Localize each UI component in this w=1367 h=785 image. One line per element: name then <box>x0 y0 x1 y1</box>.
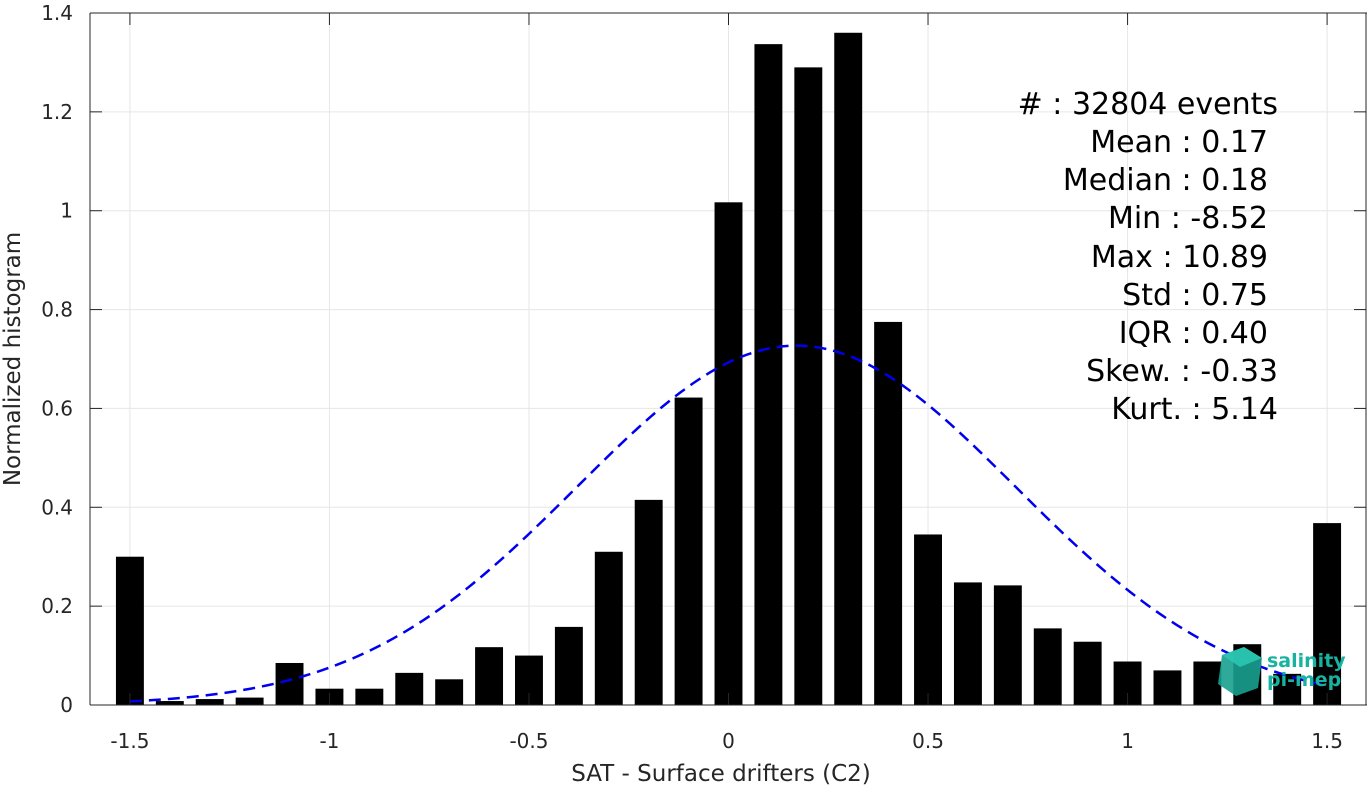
y-tick-labels: 0 0.2 0.4 0.6 0.8 1 1.2 1.4 <box>41 1 73 717</box>
y-tick-label: 1.2 <box>41 100 73 124</box>
x-tick-labels: -1.5 -1 -0.5 0 0.5 1 1.5 <box>110 729 1343 753</box>
histogram-bar <box>674 397 703 705</box>
x-tick-label: -0.5 <box>509 729 548 753</box>
logo-cube-face-icon <box>1222 647 1262 667</box>
x-tick-label: -1.5 <box>110 729 149 753</box>
stats-skew: Skew. : -0.33 <box>1086 354 1278 389</box>
histogram-bar <box>754 44 783 705</box>
histogram-bar <box>554 626 583 705</box>
stats-count: # : 32804 events <box>1018 87 1278 122</box>
histogram-bar <box>1033 628 1062 705</box>
histogram-bar <box>355 688 384 705</box>
histogram-bar <box>235 697 264 705</box>
stats-mean: Mean : 0.17 <box>1090 125 1268 160</box>
y-tick-label: 0.8 <box>41 298 73 322</box>
histogram-bar <box>435 679 464 705</box>
x-tick-label: -1 <box>319 729 339 753</box>
histogram-bar <box>1073 641 1102 705</box>
y-tick-label: 0 <box>60 693 73 717</box>
y-tick-label: 0.6 <box>41 396 73 420</box>
histogram-bar <box>714 202 743 705</box>
gaussian-fit-curve <box>129 344 1328 703</box>
y-axis-label: Normalized histogram <box>0 232 26 486</box>
histogram-bar <box>634 499 663 705</box>
y-tick-label: 1 <box>60 199 73 223</box>
logo-text-salinity: salinity <box>1267 650 1346 672</box>
stats-median: Median : 0.18 <box>1063 163 1268 198</box>
x-tick-label: 1.5 <box>1311 729 1343 753</box>
logo-text-pimep: pi-mep <box>1267 669 1341 691</box>
histogram-bar <box>993 585 1022 705</box>
histogram-bar <box>195 699 224 705</box>
stats-max: Max : 10.89 <box>1091 240 1268 275</box>
axes-frame <box>89 12 1367 706</box>
histogram-bar <box>594 551 623 705</box>
stats-annotation-block: # : 32804 events Mean : 0.17 Median : 0.… <box>1018 87 1278 427</box>
x-tick-label: 0 <box>722 729 735 753</box>
stats-iqr: IQR : 0.40 <box>1119 316 1268 351</box>
y-tick-label: 0.4 <box>41 495 73 519</box>
histogram-bar <box>1193 661 1222 705</box>
histogram-bar <box>794 67 823 705</box>
histogram-bar <box>834 32 863 706</box>
x-tick-label: 0.5 <box>912 729 944 753</box>
histogram-bar <box>1153 670 1182 705</box>
stats-min: Min : -8.52 <box>1108 201 1268 236</box>
stats-std: Std : 0.75 <box>1122 278 1268 313</box>
histogram-bar <box>475 647 504 705</box>
x-tick-label: 1 <box>1121 729 1134 753</box>
y-tick-label: 1.4 <box>41 1 73 25</box>
histogram-bars <box>115 32 1342 706</box>
histogram-bar <box>874 321 903 705</box>
histogram-bar <box>953 582 982 705</box>
histogram-bar <box>115 556 144 705</box>
histogram-bar <box>914 534 942 705</box>
histogram-bar <box>155 701 184 705</box>
x-axis-label: SAT - Surface drifters (C2) <box>571 761 871 785</box>
y-tick-label: 0.2 <box>41 594 73 618</box>
histogram-bar <box>395 672 424 705</box>
salinity-pimep-logo: salinity pi-mep <box>1218 647 1346 696</box>
histogram-bar <box>1313 523 1342 705</box>
histogram-bar <box>275 662 304 705</box>
stats-kurt: Kurt. : 5.14 <box>1111 392 1278 427</box>
